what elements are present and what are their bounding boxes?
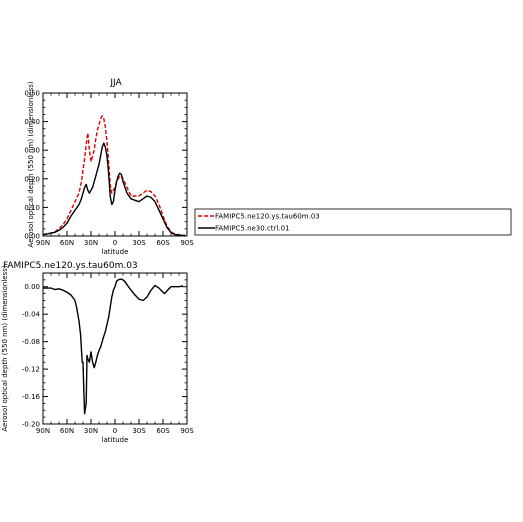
x-tick-label: 30S: [132, 239, 146, 247]
x-tick-label: 30N: [84, 427, 98, 435]
x-tick-label: 60N: [60, 427, 74, 435]
y-axis-title: Aerosol optical depth (550 nm) (dimensio…: [27, 81, 35, 247]
y-tick-label: 0.40: [24, 118, 40, 126]
x-tick-label: 90S: [180, 239, 194, 247]
x-tick-label: 30S: [132, 427, 146, 435]
x-tick-label: 0: [113, 427, 117, 435]
y-tick-label: 0.50: [24, 90, 40, 98]
y-tick-label: -0.16: [22, 393, 41, 401]
x-axis-title: latitude: [102, 436, 129, 444]
y-tick-label: 0.10: [24, 204, 40, 212]
x-axis-title: latitude: [102, 248, 129, 256]
y-tick-label: 0.20: [24, 175, 40, 183]
y-tick-label: -0.20: [22, 421, 40, 429]
series-line-2-1: [43, 278, 184, 415]
y-tick-label: -0.12: [22, 366, 40, 374]
x-tick-label: 0: [113, 239, 117, 247]
y-tick-label: -0.08: [22, 338, 40, 346]
panel-title-2: FAMIPC5.ne120.ys.tau60m.03: [3, 261, 138, 271]
plot-frame-2: [42, 272, 188, 425]
y-tick-label: 0.30: [24, 147, 40, 155]
legend-box: [194, 208, 512, 236]
x-tick-label: 90S: [180, 427, 194, 435]
y-tick-label: 0.00: [24, 283, 40, 291]
x-tick-label: 90N: [36, 427, 50, 435]
legend-label-2: FAMIPC5.ne30.ctrl.01: [215, 225, 290, 233]
x-tick-label: 30N: [84, 239, 98, 247]
x-tick-label: 90N: [36, 239, 50, 247]
series-line-1-1: [42, 115, 186, 237]
x-tick-label: 60N: [60, 239, 74, 247]
y-axis-title: Aerosol optical depth (550 nm) (dimensio…: [1, 265, 9, 431]
series-line-1-2: [42, 142, 186, 237]
x-tick-label: 60S: [156, 427, 170, 435]
x-tick-label: 60S: [156, 239, 170, 247]
y-tick-label: 0.00: [24, 233, 40, 241]
legend-label-1: FAMIPC5.ne120.ys.tau60m.03: [215, 213, 320, 221]
y-tick-label: -0.04: [22, 311, 41, 319]
plot-frame-1: [42, 92, 188, 237]
panel-title-1: JJA: [109, 78, 122, 88]
